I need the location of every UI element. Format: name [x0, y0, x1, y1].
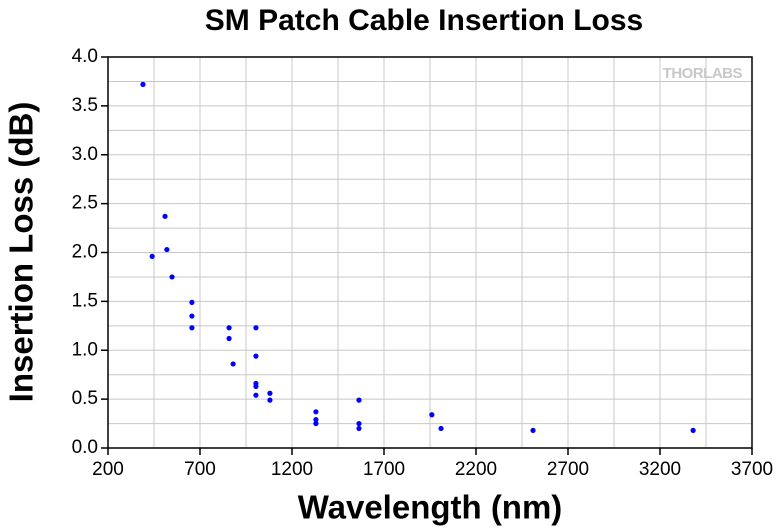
y-tick-label: 2.0 — [72, 242, 98, 263]
y-tick-label: 1.0 — [72, 339, 98, 360]
chart-title: SM Patch Cable Insertion Loss — [205, 4, 643, 37]
x-tick-label: 1700 — [363, 459, 405, 480]
y-tick-label: 0.0 — [72, 437, 98, 458]
data-point — [429, 412, 435, 418]
data-point — [164, 246, 170, 253]
data-point — [189, 299, 195, 305]
data-point — [690, 427, 696, 434]
data-point — [230, 361, 236, 367]
y-tick-label: 3.5 — [72, 95, 98, 116]
x-tick-label: 1200 — [271, 459, 313, 480]
x-axis-label: Wavelength (nm) — [298, 489, 563, 526]
y-axis-label: Insertion Loss (dB) — [3, 102, 40, 403]
y-tick-label: 3.0 — [72, 144, 98, 165]
x-tick-label: 3200 — [639, 459, 681, 480]
x-tick-label: 200 — [92, 459, 124, 480]
data-point — [226, 335, 232, 342]
data-point — [149, 253, 155, 260]
data-point — [356, 425, 362, 432]
data-point — [189, 325, 195, 331]
y-tick-label: 0.5 — [72, 388, 98, 409]
data-point — [530, 427, 536, 434]
y-tick-label: 2.5 — [72, 193, 98, 214]
plot-frame — [107, 56, 753, 449]
data-point — [169, 274, 175, 280]
data-point — [267, 390, 273, 396]
data-point — [226, 325, 232, 331]
data-point — [313, 417, 319, 423]
data-point — [356, 397, 362, 403]
watermark: THORLABS — [663, 65, 743, 82]
x-tick-label: 3700 — [731, 459, 773, 480]
data-point — [267, 397, 273, 403]
data-point — [356, 420, 362, 427]
x-tick-label: 700 — [184, 459, 216, 480]
data-point — [313, 420, 319, 427]
y-tick-label: 1.5 — [72, 290, 98, 311]
data-point — [253, 353, 259, 359]
data-point — [313, 409, 319, 415]
x-tick-label: 2200 — [455, 459, 497, 480]
data-point — [253, 392, 259, 398]
data-point — [253, 325, 259, 331]
data-point — [438, 425, 444, 432]
x-tick-label: 2700 — [547, 459, 589, 480]
data-point — [162, 213, 168, 219]
data-point — [140, 81, 146, 87]
y-tick-label: 4.0 — [72, 46, 98, 67]
data-point — [253, 383, 259, 390]
data-point — [189, 313, 195, 319]
